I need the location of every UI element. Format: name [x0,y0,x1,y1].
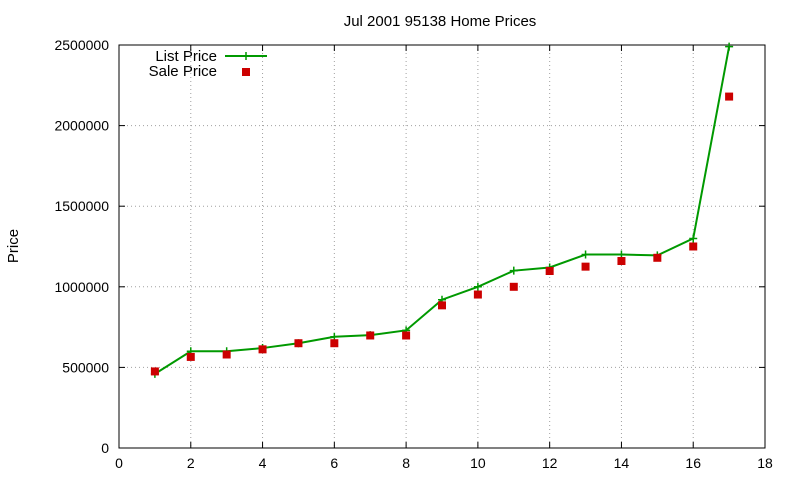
plot-frame [118,44,766,449]
sale-price-point [366,331,375,340]
sale-price-point [689,242,698,251]
x-tick-label: 16 [685,455,701,471]
sale-price-point [438,301,446,310]
legend-label-sale-price: Sale Price [149,63,217,80]
sale-price-point [581,262,590,271]
y-tick-label: 2000000 [54,118,109,134]
list-price-point [581,250,590,259]
legend-marker-list-price [242,52,250,60]
sale-price-point [330,339,339,348]
x-tick-label: 14 [614,455,630,471]
list-price-point [473,282,482,291]
y-tick-label: 1000000 [54,279,109,295]
axis-ticks: 0 2 4 6 8 10 12 14 16 18 0 500000 1000000 1500000 2000… [54,37,773,471]
list-price-point [509,266,518,275]
chart-title: Jul 2001 95138 Home Prices [344,13,537,30]
list-price-point [725,42,734,51]
x-tick-label: 12 [542,455,558,471]
x-tick-label: 8 [402,455,410,471]
legend-label-list-price: List Price [155,48,217,65]
y-axis-label: Price [5,229,22,263]
grid-lines [119,45,765,448]
sale-price-point [222,350,231,359]
sale-price-point [509,282,518,291]
sale-price-point [725,92,734,101]
y-tick-label: 1500000 [54,198,109,214]
x-tick-label: 2 [187,455,195,471]
sale-price-point [150,367,159,376]
x-tick-label: 6 [330,455,338,471]
sale-price-point [473,290,482,299]
x-tick-label: 0 [115,455,123,471]
x-tick-label: 10 [470,455,486,471]
list-price-point [689,234,698,243]
y-tick-label: 500000 [62,359,109,375]
sale-price-point [186,352,195,361]
x-tick-label: 18 [757,455,773,471]
legend-marker-sale-price [242,68,250,76]
list-price-line [154,46,731,375]
y-tick-label: 0 [101,440,109,456]
y-tick-label: 2500000 [54,37,109,53]
sale-price-point [617,257,626,266]
series-layer [150,42,734,378]
sale-price-point [402,331,411,340]
x-tick-label: 4 [259,455,267,471]
sale-price-point [258,345,267,354]
sale-price-point [653,253,662,262]
sale-price-point [545,267,554,276]
sale-price-point [294,339,303,348]
